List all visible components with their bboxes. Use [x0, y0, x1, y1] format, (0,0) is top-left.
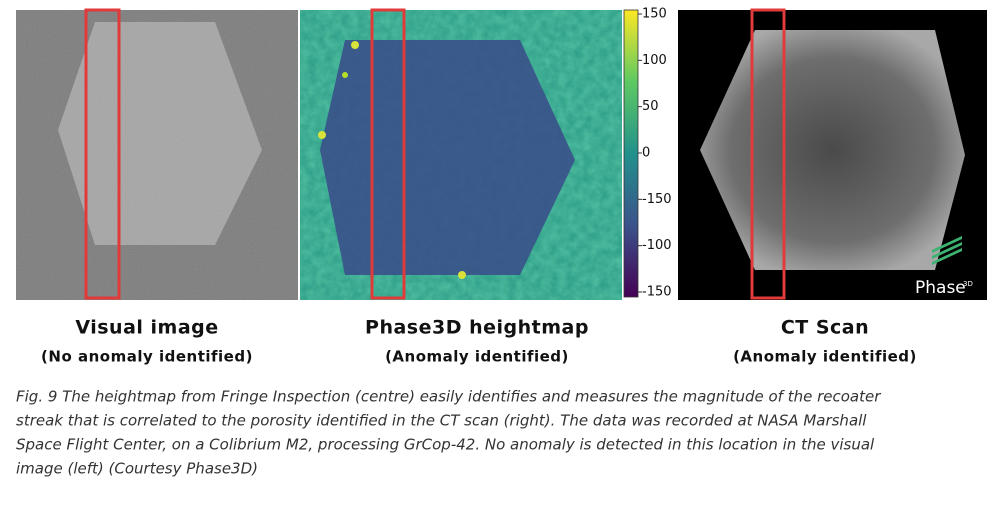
logo: Phase 3D — [915, 236, 973, 298]
visual-image — [16, 10, 298, 300]
panel-title: CT Scan — [781, 317, 869, 339]
logo-superscript: 3D — [963, 280, 973, 288]
heightmap-image — [300, 10, 622, 300]
caption-line: Fig. 9 The heightmap from Fringe Inspect… — [16, 388, 881, 406]
ct-image — [678, 10, 987, 300]
colorbar-tick-label: -100 — [642, 238, 672, 253]
panel-title: Phase3D heightmap — [365, 317, 589, 339]
colorbar — [623, 9, 639, 298]
highlight-box — [750, 8, 786, 300]
colorbar-tick-label: -150 — [642, 285, 672, 300]
highlight-box — [370, 8, 406, 300]
colorbar-tick-label: 0 — [642, 146, 650, 161]
caption-line: image (left) (Courtesy Phase3D) — [16, 460, 258, 478]
colorbar-ticks: 150 100 50 0 -150 -100 -150 — [638, 7, 672, 300]
highlight-box — [84, 8, 121, 300]
logo-name: Phase — [915, 278, 966, 298]
colorbar-tick-label: 150 — [642, 7, 667, 22]
caption-line: streak that is correlated to the porosit… — [16, 412, 867, 430]
panel-subtitle: (No anomaly identified) — [41, 348, 253, 366]
panel-title: Visual image — [75, 317, 218, 339]
colorbar-tick-label: 50 — [642, 99, 659, 114]
colorbar-tick-label: 100 — [642, 53, 667, 68]
caption: Fig. 9 The heightmap from Fringe Inspect… — [16, 388, 881, 478]
panel-subtitle: (Anomaly identified) — [733, 348, 917, 366]
caption-line: Space Flight Center, on a Colibrium M2, … — [16, 436, 875, 454]
colorbar-tick-label: -150 — [642, 192, 672, 207]
panel-subtitle: (Anomaly identified) — [385, 348, 569, 366]
